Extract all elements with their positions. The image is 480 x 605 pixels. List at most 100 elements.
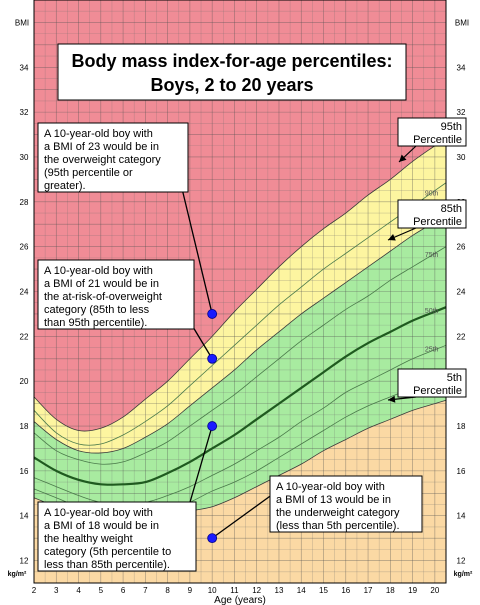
x-tick-label: 12 [252, 586, 261, 595]
annotation-text-line: than 95th percentile). [44, 317, 147, 329]
percentile-tag-bg [397, 368, 467, 398]
y-tick-label-left: 26 [20, 243, 29, 252]
x-tick-label: 4 [76, 586, 81, 595]
x-axis-title: Age (years) [214, 595, 266, 605]
x-tick-label: 20 [430, 586, 439, 595]
curve-label-50th: 50th [425, 308, 439, 315]
x-tick-label: 14 [297, 586, 306, 595]
x-tick-label: 19 [408, 586, 417, 595]
annotation-text-line: a BMI of 18 would be in [44, 520, 159, 532]
annotation-box-bg [37, 122, 189, 193]
annotation-leader-line [211, 493, 274, 539]
x-tick-label: 13 [275, 586, 284, 595]
curve-75th [33, 246, 447, 465]
y-tick-label-right: 12 [457, 557, 466, 566]
x-tick-label: 8 [165, 586, 170, 595]
curve-50th [33, 306, 447, 486]
annotation-box-bg [269, 475, 423, 533]
y-tick-label-right: 24 [457, 288, 466, 297]
y-axis-title-left: BMI [15, 18, 29, 27]
annotation-leader-line [177, 171, 213, 315]
percentile-tag-arrowhead [388, 395, 396, 403]
chart-title: Body mass index-for-age percentiles: [71, 51, 392, 71]
annotation-text-line: a BMI of 21 would be in [44, 278, 159, 290]
annotation-text-line: A 10-year-old boy with [44, 507, 153, 519]
percentile-tag-bg [397, 117, 467, 147]
y-tick-label-left: 22 [20, 332, 29, 341]
annotation-text-line: a BMI of 23 would be in [44, 141, 159, 153]
curve-label-25th: 25th [425, 346, 439, 353]
y-tick-label-right: 18 [457, 422, 466, 431]
annotation-text-line: A 10-year-old boy with [276, 481, 385, 493]
annotation-text-line: the overweight category [44, 154, 161, 166]
y-unit-left: kg/m² [8, 571, 27, 578]
annotation-text-line: less than 85th percentile). [44, 559, 170, 571]
percentile-tag-label: Percentile [413, 216, 462, 228]
data-point [207, 533, 218, 544]
y-tick-label-left: 32 [20, 108, 29, 117]
x-tick-label: 16 [341, 586, 350, 595]
x-tick-label: 5 [99, 586, 104, 595]
y-tick-label-left: 16 [20, 467, 29, 476]
percentile-tag-label: Percentile [413, 134, 462, 146]
data-point [207, 309, 218, 319]
y-tick-label-right: 32 [457, 108, 466, 117]
x-tick-label: 3 [54, 586, 59, 595]
y-tick-label-left: 24 [20, 288, 29, 297]
y-axis-title-right: BMI [455, 18, 469, 27]
percentile-tag-title: 85th [441, 203, 462, 215]
annotation-text-line: a BMI of 13 would be in [276, 494, 391, 506]
percentile-tag-arrowhead [399, 154, 407, 162]
annotation-box-bg [37, 501, 197, 572]
y-tick-label-right: 14 [457, 512, 466, 521]
curve-label-90th: 90th [425, 190, 439, 197]
annotation-text-line: greater). [44, 180, 86, 192]
x-tick-label: 9 [188, 586, 193, 595]
y-tick-label-left: 12 [20, 557, 29, 566]
annotation-text-line: A 10-year-old boy with [44, 128, 153, 140]
curve-label-75th: 75th [425, 252, 439, 259]
annotation-leader-line [187, 425, 213, 510]
y-tick-label-left: 28 [20, 198, 29, 207]
y-tick-label-right: 22 [457, 332, 466, 341]
percentile-tag-label: Percentile [413, 385, 462, 397]
annotation-text-line: A 10-year-old boy with [44, 265, 153, 277]
y-tick-label-right: 30 [457, 153, 466, 162]
y-tick-label-left: 20 [20, 377, 29, 386]
plot-frame [33, 0, 447, 584]
x-tick-label: 6 [121, 586, 126, 595]
x-tick-label: 11 [230, 586, 239, 595]
y-tick-label-right: 26 [457, 243, 466, 252]
zone-healthy [34, 215, 446, 523]
annotation-text-line: (less than 5th percentile). [276, 520, 400, 532]
y-tick-label-left: 30 [20, 153, 29, 162]
y-tick-label-left: 18 [20, 422, 29, 431]
zone-at-risk [34, 137, 446, 454]
annotation-text-line: category (5th percentile to [44, 546, 171, 558]
percentile-tag-title: 95th [441, 121, 462, 133]
annotation-text-line: the healthy weight [44, 533, 133, 545]
data-point [207, 353, 218, 364]
x-tick-label: 10 [208, 586, 217, 595]
curve-90th [33, 182, 447, 446]
percentile-tag-bg [397, 199, 467, 229]
annotation-text-line: the underweight category [276, 507, 400, 519]
y-tick-label-right: 34 [457, 63, 466, 72]
x-tick-label: 15 [319, 586, 328, 595]
curve-85th [33, 214, 447, 454]
title-box: Body mass index-for-age percentiles: Boys… [57, 43, 407, 101]
x-tick-label: 2 [32, 586, 37, 595]
x-tick-label: 17 [364, 586, 373, 595]
x-tick-label: 7 [143, 586, 148, 595]
title-box-bg [57, 43, 407, 101]
annotation-text-line: the at-risk-of-overweight [44, 291, 162, 303]
